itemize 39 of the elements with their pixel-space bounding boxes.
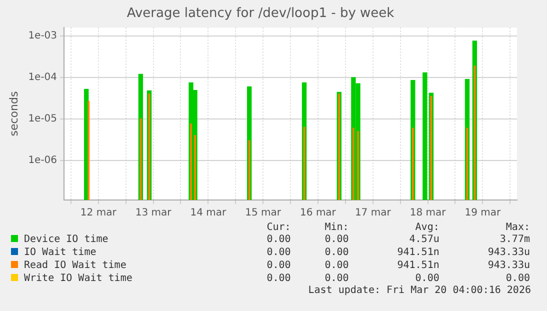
chart-title: Average latency for /dev/loop1 - by week xyxy=(126,6,395,22)
x-tick-label: 19 mar xyxy=(464,208,502,219)
text: Avg: xyxy=(414,222,440,233)
text: 0.00 xyxy=(324,272,349,285)
y-tick-label: 1e-06 xyxy=(28,154,58,166)
legend-label: IO Wait time xyxy=(23,246,98,259)
y-tick-label: 1e-04 xyxy=(28,72,58,84)
text: 3.77m xyxy=(498,233,530,246)
x-tick-label: 12 mar xyxy=(80,208,118,219)
x-tick-label: 13 mar xyxy=(135,208,172,219)
text: Min: xyxy=(324,222,349,233)
x-tick-label: 15 mar xyxy=(245,208,282,219)
x-tick-label: 17 mar xyxy=(354,208,392,219)
text: 4.57u xyxy=(408,233,440,246)
y-tick-label: 1e-03 xyxy=(28,30,58,42)
text: Max: xyxy=(504,222,530,233)
text: 941.51n xyxy=(396,259,440,272)
text: 0.00 xyxy=(324,259,349,272)
x-tick-label: 18 mar xyxy=(410,208,447,219)
text: 0.00 xyxy=(324,233,349,246)
text: 0.00 xyxy=(504,272,530,285)
text: Last update: Fri Mar 20 04:00:16 2026 xyxy=(307,285,531,297)
y-tick-label: 1e-05 xyxy=(28,113,58,124)
y-axis-title: seconds xyxy=(7,91,20,136)
text: 0.00 xyxy=(266,246,291,259)
text: 0.00 xyxy=(266,272,291,285)
legend-label: Device IO time xyxy=(23,233,110,246)
x-tick-label: 14 mar xyxy=(190,208,227,219)
text: 943.33u xyxy=(486,246,530,259)
legend-label: Read IO Wait time xyxy=(23,259,128,272)
x-tick-label: 16 mar xyxy=(300,208,337,219)
text: 943.33u xyxy=(486,259,530,272)
text: 0.00 xyxy=(266,233,291,246)
text: Cur: xyxy=(266,222,291,233)
text: 0.00 xyxy=(414,272,440,285)
text: 0.00 xyxy=(266,259,291,272)
text: 0.00 xyxy=(324,246,349,259)
legend-label: Write IO Wait time xyxy=(23,272,134,285)
text: 941.51n xyxy=(396,246,440,259)
